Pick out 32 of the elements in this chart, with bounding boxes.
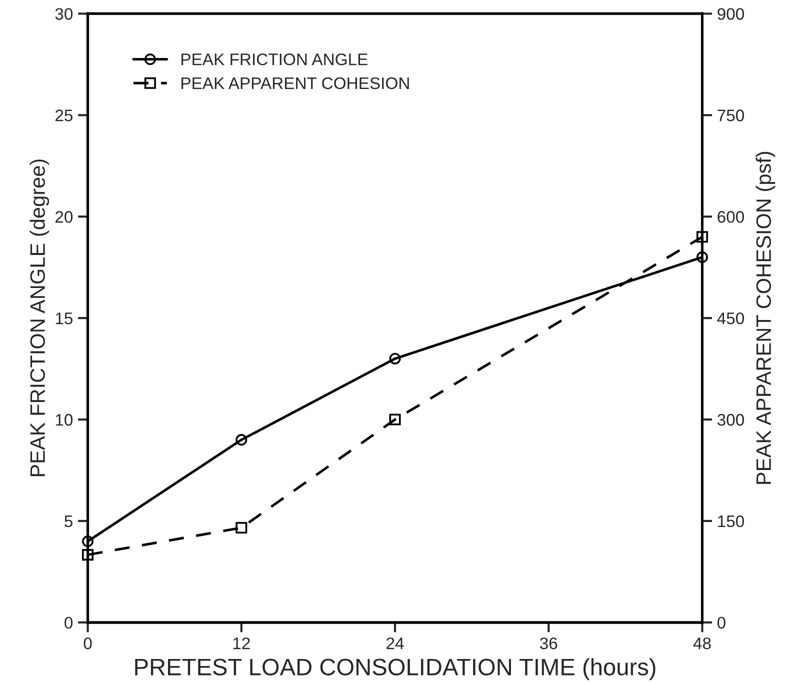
y-axis-title: PEAK FRICTION ANGLE (degree) [30, 160, 50, 476]
point [236, 522, 248, 534]
point [696, 251, 708, 263]
x-tick-label: 24 [386, 637, 404, 650]
y2-axis-title: PEAK APPARENT COHESION (psf) [756, 152, 776, 484]
y-tick-label: 5 [64, 516, 72, 528]
x-tick-label: 12 [233, 637, 250, 650]
point [236, 434, 248, 446]
x-tick-label: 48 [693, 637, 711, 650]
y-tick-label: 0 [64, 616, 73, 629]
legend-label: PEAK APPARENT COHESION [182, 77, 409, 90]
point [82, 549, 94, 561]
y-tick-label: 15 [56, 312, 72, 324]
y2-tick-label: 600 [718, 211, 744, 223]
x-tick-label: 0 [84, 637, 92, 650]
legend-label: PEAK FRICTION ANGLE [182, 53, 368, 66]
y2-tick-label: 750 [718, 110, 744, 122]
y-tick-label: 30 [55, 8, 73, 20]
y-tick-label: 20 [56, 211, 73, 223]
point [389, 414, 401, 426]
y-tick-label: 25 [56, 110, 72, 122]
y2-tick-label: 150 [718, 515, 744, 528]
y2-tick-label: 300 [717, 414, 744, 426]
y2-tick-label: 900 [718, 8, 744, 20]
x-tick-label: 36 [540, 637, 558, 650]
y2-tick-label: 0 [717, 616, 726, 629]
point [696, 231, 708, 243]
point [82, 536, 94, 548]
y-tick-label: 10 [56, 414, 73, 426]
x-axis-title: PRETEST LOAD CONSOLIDATION TIME (hours) [135, 658, 656, 680]
point [389, 352, 401, 364]
y2-tick-label: 450 [717, 312, 744, 324]
